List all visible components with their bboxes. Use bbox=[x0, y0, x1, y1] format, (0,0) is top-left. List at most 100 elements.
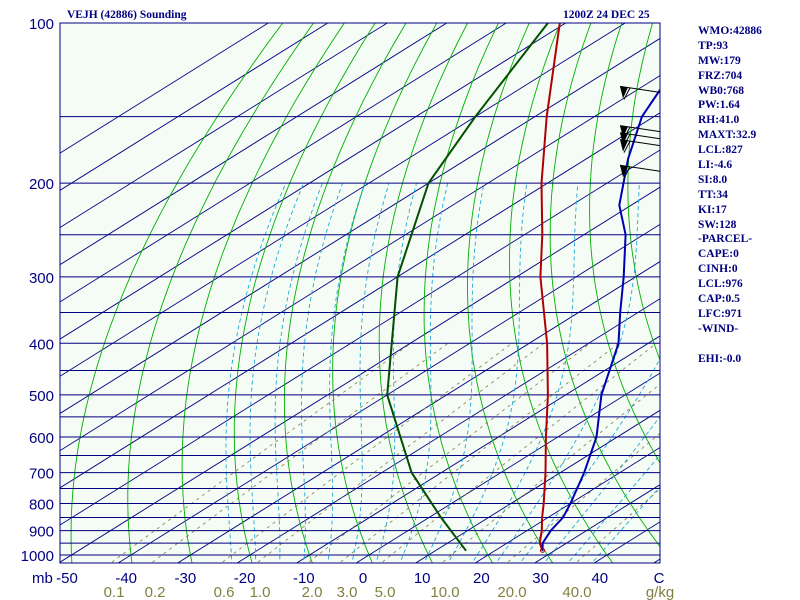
dry-adiabat-line bbox=[127, 23, 314, 563]
moist-adiabat-line bbox=[423, 183, 485, 563]
wind-barb-pennant bbox=[620, 132, 628, 145]
mixing-ratio-tick-label: 20.0 bbox=[497, 584, 526, 600]
temperature-trace-point bbox=[583, 471, 585, 474]
isotherm-line bbox=[236, 298, 660, 563]
mixing-ratio-line bbox=[256, 342, 545, 563]
temperature-trace-point bbox=[617, 342, 620, 345]
dry-adiabat-line bbox=[589, 23, 660, 464]
moist-adiabat-line bbox=[301, 182, 344, 563]
sounding-time: 1200Z 24 DEC 25 bbox=[563, 9, 650, 21]
index-line: LCL:827 bbox=[698, 144, 743, 157]
isotherm-line bbox=[60, 23, 388, 229]
temperature-trace-point bbox=[619, 311, 622, 314]
pressure-unit-label: mb bbox=[32, 570, 53, 587]
dewpoint-trace-point bbox=[386, 394, 389, 396]
dewpoint-trace-point bbox=[396, 276, 399, 278]
parcel-trace-point bbox=[545, 436, 547, 438]
temperature-trace-point bbox=[622, 276, 625, 278]
moist-adiabat-line bbox=[327, 182, 366, 563]
dry-adiabat-line bbox=[423, 23, 499, 563]
isotherm-line bbox=[60, 23, 328, 191]
isotherm-line bbox=[60, 149, 660, 526]
moist-adiabat-line bbox=[591, 486, 660, 563]
mixing-ratio-tick-label: 5.0 bbox=[375, 584, 396, 600]
wind-barb-feather bbox=[623, 140, 631, 153]
dewpoint-trace-point bbox=[427, 182, 430, 184]
mixing-ratio-tick-label: 3.0 bbox=[337, 584, 358, 600]
parcel-trace-point bbox=[540, 182, 543, 184]
index-line: MW:179 bbox=[698, 54, 741, 67]
dewpoint-trace bbox=[386, 23, 549, 551]
wind-barbs bbox=[619, 85, 661, 179]
pressure-tick-label: 900 bbox=[29, 524, 54, 541]
parcel-trace-point bbox=[538, 542, 541, 544]
moist-adiabat-line bbox=[351, 182, 390, 563]
dry-adiabat-line bbox=[549, 23, 660, 548]
index-line: KI:17 bbox=[698, 203, 727, 216]
isotherm-line bbox=[60, 23, 626, 377]
dewpoint-trace-point bbox=[464, 549, 467, 552]
index-line: EHI:-0.0 bbox=[698, 352, 742, 365]
index-line: WB0:768 bbox=[698, 84, 744, 97]
index-line: -PARCEL- bbox=[698, 233, 753, 246]
mixing-ratio-tick-label: 0.6 bbox=[214, 584, 235, 600]
isotherm-line bbox=[474, 446, 660, 563]
temperature-trace-point bbox=[541, 549, 544, 552]
mixing-ratio-tick-label: g/kg bbox=[646, 584, 674, 600]
temperature-tick-label: 0 bbox=[359, 570, 367, 587]
mixing-ratio-tick-label: 2.0 bbox=[302, 584, 323, 600]
surface-parcel-marker bbox=[539, 547, 545, 553]
parcel-trace-point bbox=[541, 529, 543, 532]
pressure-tick-label: 1000 bbox=[21, 548, 54, 565]
moist-adiabat-line bbox=[399, 183, 449, 563]
parcel-trace-point bbox=[541, 233, 544, 236]
index-line: CAPE:0 bbox=[698, 248, 739, 261]
moist-adiabat-line bbox=[225, 182, 287, 563]
moist-adiabat-line bbox=[495, 183, 640, 563]
temperature-tick-label: 10 bbox=[414, 570, 431, 587]
temperature-trace-point bbox=[641, 115, 643, 118]
temperature-trace-point bbox=[541, 542, 544, 544]
pressure-tick-label: 200 bbox=[29, 176, 54, 193]
station-title: VEJH (42886) Sounding bbox=[67, 9, 187, 21]
mixing-ratio-line bbox=[150, 342, 449, 563]
wind-barb-pennant bbox=[620, 125, 628, 138]
plot-background bbox=[60, 23, 660, 563]
temperature-trace-point bbox=[676, 64, 678, 66]
pressure-tick-label: 800 bbox=[29, 496, 54, 513]
pressure-tick-label: 400 bbox=[29, 336, 54, 353]
index-line: CINH:0 bbox=[698, 263, 738, 276]
temperature-tick-label: 20 bbox=[473, 570, 490, 587]
temperature-trace-point bbox=[680, 50, 682, 52]
moist-adiabat-line bbox=[519, 357, 660, 563]
isotherm-line bbox=[60, 186, 660, 563]
index-line: SW:128 bbox=[698, 218, 737, 231]
mixing-ratio-line bbox=[380, 342, 657, 563]
dry-adiabat-line bbox=[378, 23, 469, 563]
index-line: TT:34 bbox=[698, 188, 728, 201]
temperature-tick-label: -40 bbox=[115, 570, 137, 587]
index-line bbox=[698, 337, 798, 352]
isotherm-line bbox=[414, 409, 660, 563]
parcel-trace-point bbox=[546, 342, 548, 345]
parcel-trace-point bbox=[542, 502, 545, 505]
dewpoint-trace-point bbox=[410, 471, 413, 474]
dry-adiabat-line bbox=[70, 23, 284, 563]
parcel-trace bbox=[538, 23, 561, 551]
index-line: RH:41.0 bbox=[698, 114, 740, 127]
moist-adiabat-line bbox=[543, 415, 660, 563]
isotherm-line bbox=[295, 335, 660, 563]
dry-adiabat-line bbox=[283, 23, 407, 563]
isotherm-line bbox=[60, 37, 660, 414]
pressure-tick-label: 700 bbox=[29, 466, 54, 483]
dry-adiabat-line bbox=[509, 23, 614, 563]
mixing-ratio-tick-label: 0.1 bbox=[104, 584, 125, 600]
plot-frame bbox=[59, 22, 661, 564]
isotherm-line bbox=[117, 223, 660, 563]
isotherm-line bbox=[60, 23, 269, 154]
isotherm-line bbox=[176, 261, 660, 563]
mixing-ratio-tick-label: 40.0 bbox=[562, 584, 591, 600]
mixing-ratio-line bbox=[110, 342, 412, 563]
temperature-trace-point bbox=[627, 158, 629, 160]
